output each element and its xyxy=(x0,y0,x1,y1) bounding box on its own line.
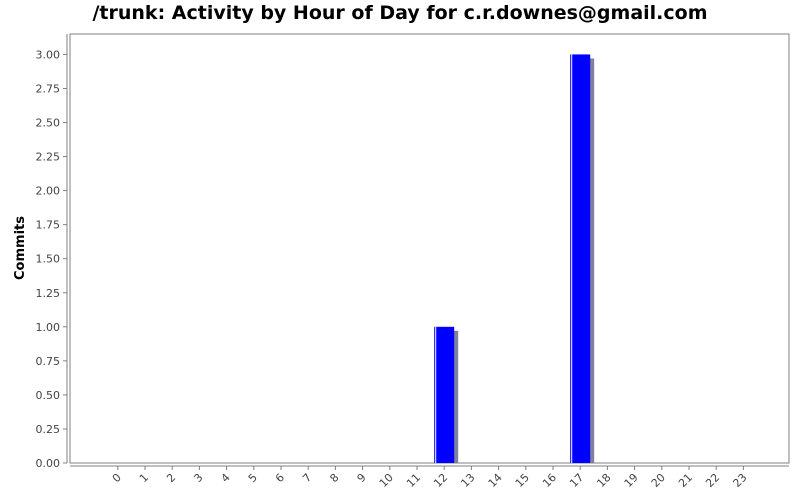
y-tick-label: 3.00 xyxy=(36,48,61,61)
y-tick-label: 1.25 xyxy=(36,287,61,300)
y-tick-label: 1.50 xyxy=(36,253,61,266)
y-tick-label: 2.75 xyxy=(36,82,61,95)
x-tick-label: 20 xyxy=(649,471,668,490)
y-tick-group: 0.00 0.25 0.50 0.75 1.00 1.25 1.50 1.75 2.00 2.25… xyxy=(36,48,67,470)
x-tick-label: 22 xyxy=(703,471,722,490)
x-tick-label: 6 xyxy=(273,471,287,485)
x-tick-label: 23 xyxy=(730,471,749,490)
x-tick-label: 11 xyxy=(404,471,423,490)
x-tick-label: 13 xyxy=(458,471,477,490)
y-tick-label: 0.00 xyxy=(36,457,61,470)
y-tick-label: 2.25 xyxy=(36,151,61,164)
x-tick-label: 17 xyxy=(567,471,586,490)
x-tick-label: 2 xyxy=(164,471,178,485)
x-tick-label: 18 xyxy=(594,471,613,490)
y-tick-label: 2.00 xyxy=(36,185,61,198)
x-tick-label: 0 xyxy=(110,471,124,485)
x-tick-label: 4 xyxy=(219,471,233,485)
y-tick-label: 1.00 xyxy=(36,321,61,334)
plot-area xyxy=(69,33,790,464)
x-tick-label: 21 xyxy=(676,471,695,490)
y-tick-label: 1.75 xyxy=(36,219,61,232)
chart-title: /trunk: Activity by Hour of Day for c.r.… xyxy=(92,2,708,24)
x-tick-label: 8 xyxy=(327,471,341,485)
x-tick-label: 14 xyxy=(486,471,505,490)
x-tick-label: 3 xyxy=(191,471,205,485)
bar-hour-12 xyxy=(434,326,455,463)
y-tick-label: 0.50 xyxy=(36,389,61,402)
x-tick-label: 1 xyxy=(137,471,151,485)
bar-hour-17 xyxy=(570,54,591,464)
x-tick-label: 12 xyxy=(431,471,450,490)
x-tick-label: 10 xyxy=(377,471,396,490)
y-axis-label: Commits xyxy=(13,216,28,280)
x-tick-label: 16 xyxy=(540,471,559,490)
bars-group xyxy=(434,54,595,464)
y-tick-label: 2.50 xyxy=(36,117,61,130)
y-tick-label: 0.25 xyxy=(36,423,61,436)
x-tick-label: 9 xyxy=(355,471,369,485)
y-tick-label: 0.75 xyxy=(36,355,61,368)
x-tick-label: 5 xyxy=(246,471,260,485)
x-tick-group: 0 1 2 3 4 5 6 7 8 9 10 11 12 13 14 15 16 17 18 19 20 21 22 23 xyxy=(110,466,750,490)
x-tick-label: 15 xyxy=(513,471,532,490)
x-tick-label: 7 xyxy=(300,471,314,485)
x-tick-label: 19 xyxy=(622,471,641,490)
